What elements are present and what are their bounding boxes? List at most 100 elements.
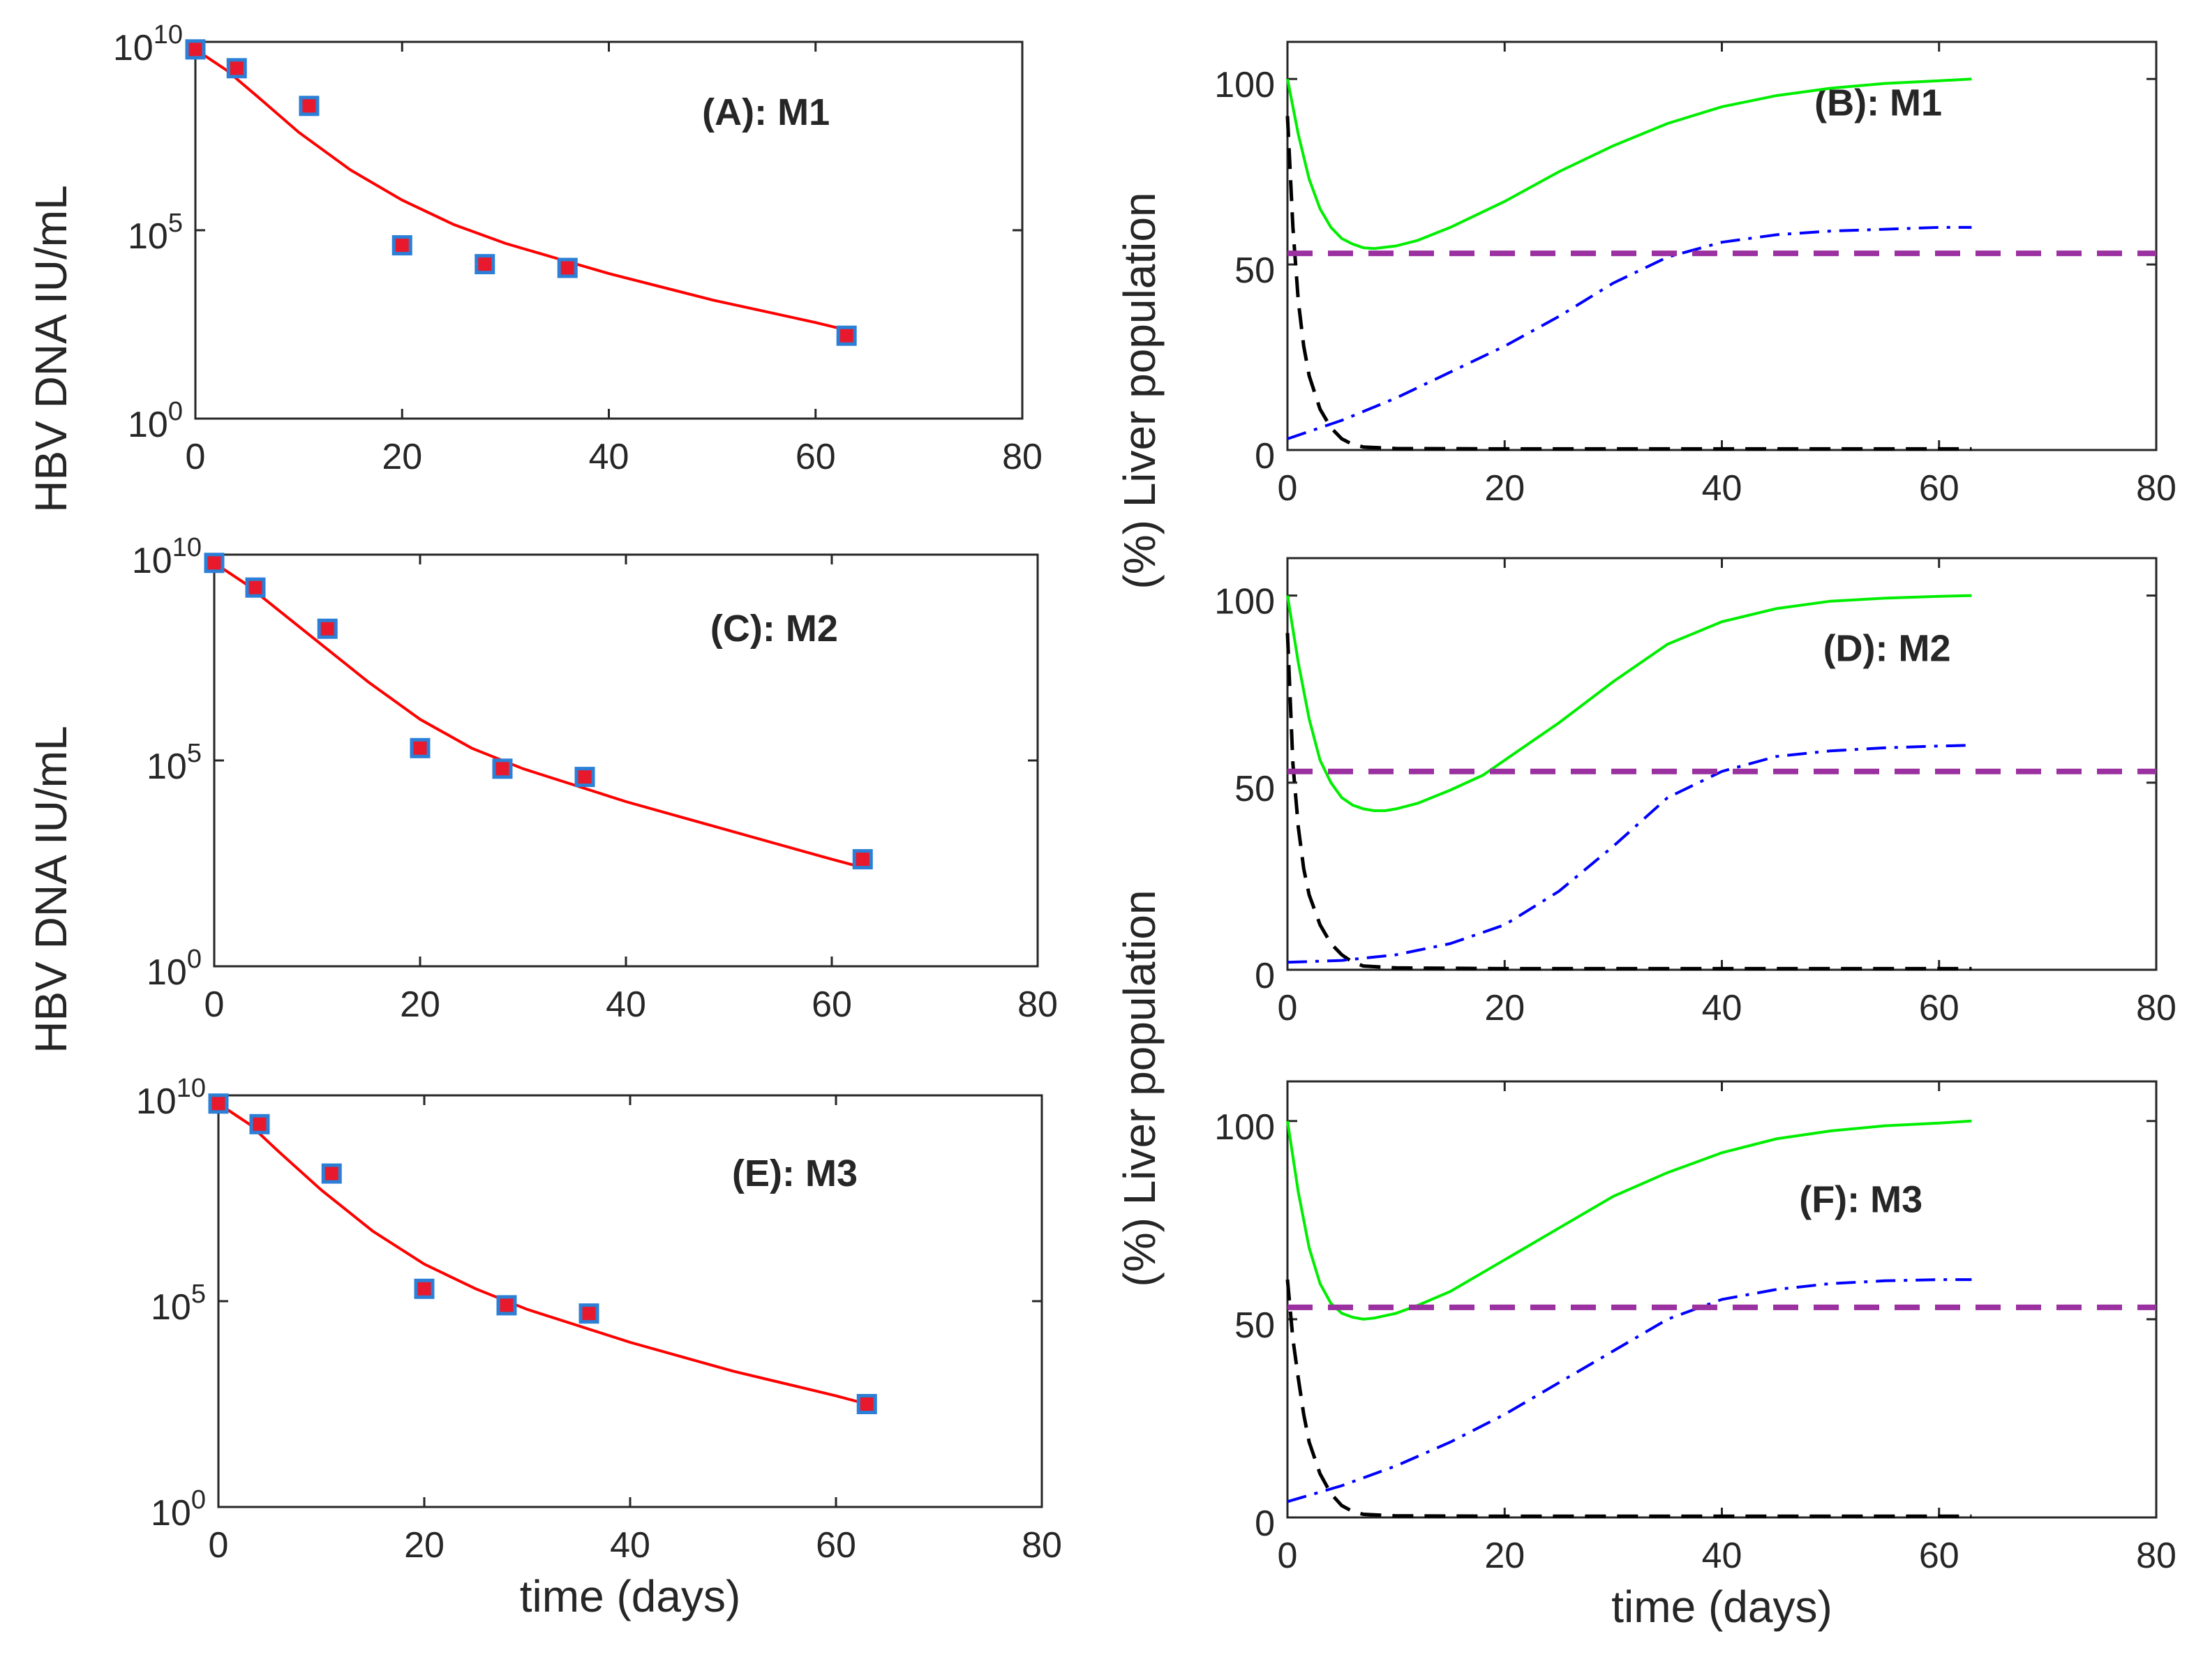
y-tick-label: 0 [1255, 436, 1275, 477]
series-infected [1285, 116, 1972, 451]
data-point [185, 39, 206, 60]
plot-frame [213, 553, 1039, 968]
panel-title: (C): M2 [710, 608, 838, 650]
x-tick-label: 20 [1484, 1536, 1525, 1576]
series-uninfected [1286, 1119, 1972, 1321]
panel-c: 0 20 40 60 80 100 105 1010 (C): M2 [132, 533, 1058, 1025]
ylabel-left-top: HBV DNA IU/mL [26, 185, 76, 512]
data-point [496, 1295, 517, 1316]
x-tick-label: 40 [610, 1525, 650, 1566]
x-tick-label: 40 [1702, 988, 1742, 1028]
x-tick-label: 20 [400, 984, 440, 1025]
x-tick-label: 80 [1022, 1525, 1062, 1566]
data-point [245, 577, 266, 598]
data-point [208, 1093, 229, 1114]
panel-e: 0 20 40 60 80 100 105 1010 (E): M3 time (days) [136, 1074, 1062, 1621]
y-tick-label: 50 [1234, 769, 1275, 809]
fit-curve [217, 1102, 867, 1406]
data-point [317, 618, 338, 639]
x-tick-label: 0 [186, 437, 206, 477]
x-tick-label: 60 [1919, 1536, 1959, 1576]
panel-title: (A): M1 [702, 91, 830, 133]
data-point [321, 1163, 342, 1184]
x-tick-label: 80 [2136, 988, 2176, 1028]
data-point [391, 235, 412, 256]
data-point [574, 767, 595, 788]
x-axis-label: time (days) [1611, 1582, 1832, 1632]
panel-title: (D): M2 [1823, 628, 1951, 670]
y-tick-label: 100 [128, 397, 183, 445]
data-point [410, 737, 431, 758]
y-tick-label: 1010 [113, 20, 183, 68]
ylabel-left-bottom: HBV DNA IU/mL [26, 726, 76, 1053]
data-point [836, 325, 857, 346]
y-tick-label: 100 [1214, 582, 1275, 622]
data-point [856, 1394, 877, 1414]
y-tick-label: 1010 [136, 1074, 206, 1122]
panel-title: (E): M3 [732, 1153, 858, 1194]
y-tick-label: 0 [1255, 956, 1275, 996]
data-point [475, 254, 495, 275]
data-point [204, 553, 225, 573]
x-tick-label: 20 [1484, 988, 1525, 1028]
data-point [249, 1113, 270, 1134]
y-tick-label: 0 [1255, 1503, 1275, 1544]
y-tick-label: 105 [147, 739, 202, 787]
y-tick-label: 100 [147, 945, 202, 993]
series-uninfected [1286, 594, 1972, 812]
fit-curve [194, 48, 847, 332]
x-tick-label: 60 [812, 984, 852, 1025]
x-tick-label: 40 [1702, 1536, 1742, 1576]
plot-frame [1286, 557, 2158, 971]
x-tick-label: 20 [1484, 468, 1525, 509]
x-tick-label: 20 [404, 1525, 445, 1566]
x-tick-label: 60 [816, 1525, 856, 1566]
series-refractory [1287, 225, 1972, 440]
ylabel-right-top: (%) Liver population [1114, 192, 1165, 589]
x-tick-label: 0 [204, 984, 225, 1025]
series-refractory [1287, 1278, 1972, 1503]
panel-a: 0 20 40 60 80 100 105 1010 (A): M1 [113, 20, 1043, 477]
plot-frame [194, 40, 1024, 420]
data-point [578, 1303, 599, 1324]
data-point [492, 758, 513, 779]
plot-frame [217, 1094, 1043, 1508]
x-tick-label: 40 [589, 437, 629, 477]
series-refractory [1287, 744, 1972, 964]
x-tick-label: 20 [382, 437, 422, 477]
x-tick-label: 0 [1278, 468, 1298, 509]
x-tick-label: 80 [1002, 437, 1043, 477]
x-tick-label: 0 [1278, 1536, 1298, 1576]
fit-curve [213, 562, 863, 869]
y-tick-label: 100 [1214, 1107, 1275, 1148]
y-tick-label: 100 [151, 1485, 206, 1533]
series-infected [1285, 1279, 1972, 1518]
panel-title: (F): M3 [1799, 1179, 1922, 1221]
data-point [414, 1278, 435, 1299]
x-tick-label: 40 [606, 984, 646, 1025]
data-point [299, 96, 320, 117]
y-tick-label: 105 [128, 209, 183, 257]
x-axis-label: time (days) [520, 1571, 741, 1621]
data-point [226, 58, 247, 79]
series-uninfected [1286, 77, 1972, 250]
x-tick-label: 60 [796, 437, 836, 477]
x-tick-label: 60 [1919, 988, 1959, 1028]
x-tick-label: 0 [1278, 988, 1298, 1028]
data-point [852, 849, 873, 870]
plot-frame [1286, 40, 2158, 451]
y-tick-label: 1010 [132, 533, 202, 581]
x-tick-label: 80 [2136, 1536, 2176, 1576]
ylabel-right-bottom: (%) Liver population [1114, 890, 1165, 1287]
x-tick-label: 80 [2136, 468, 2176, 509]
x-tick-label: 60 [1919, 468, 1959, 509]
x-tick-label: 40 [1702, 468, 1742, 509]
x-tick-label: 0 [209, 1525, 229, 1566]
x-tick-label: 80 [1017, 984, 1058, 1025]
y-tick-label: 50 [1234, 250, 1275, 291]
y-tick-label: 100 [1214, 65, 1275, 105]
series-infected [1285, 633, 1972, 970]
data-point [557, 257, 578, 278]
